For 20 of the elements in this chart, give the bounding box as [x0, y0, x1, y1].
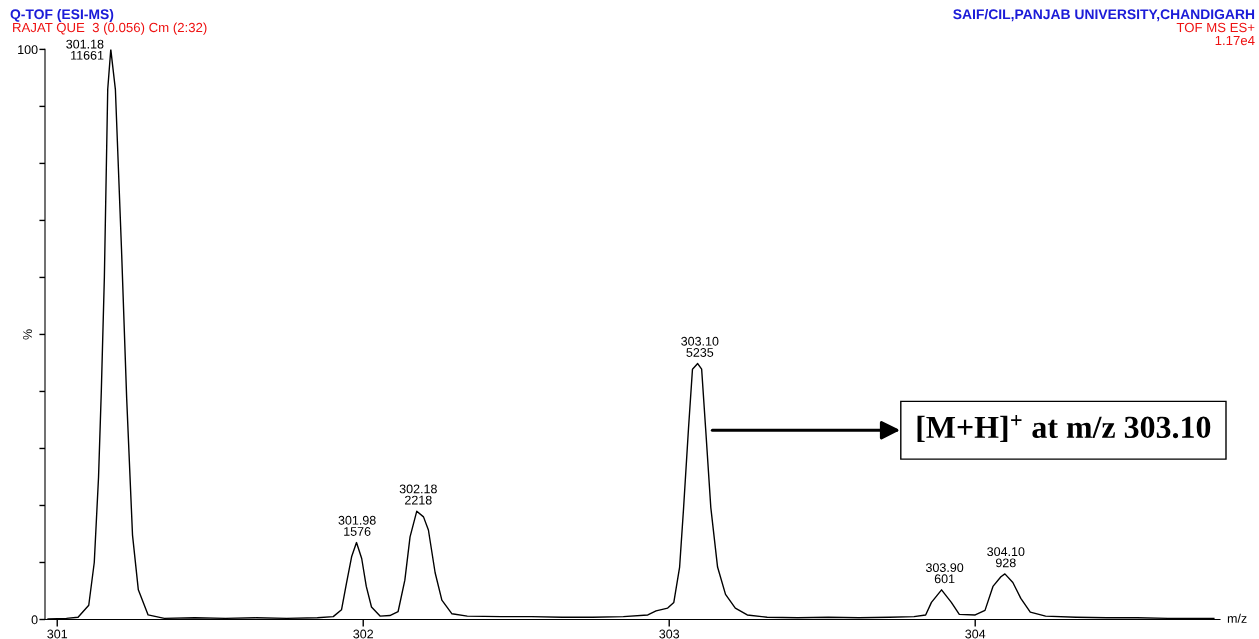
annotation: 304.10 928 — [987, 547, 1025, 568]
annotation: 303.90 601 — [925, 563, 964, 584]
annotation: 303.10 5235 — [681, 336, 719, 357]
y-tick-label: 0 — [31, 615, 38, 625]
annotation: 301.98 1576 — [338, 515, 376, 536]
annotation: [M+H]$^{+}$ at m/z 303.10 — [917, 414, 1211, 443]
x-axis-title: m/z — [1227, 613, 1247, 623]
chart-title: Q-TOF (ESI-MS) — [10, 8, 114, 22]
x-tick-label: 303 — [659, 629, 680, 639]
chart-subtitle: RAJAT QUE 3 (0.056) Cm (2:32) — [13, 22, 207, 35]
y-tick-label: 100 — [18, 45, 38, 55]
text: SAIF/CIL,PANJAB UNIVERSITY,CHANDIGARH — [953, 8, 1255, 22]
text: 1.17e4 — [1215, 35, 1255, 46]
x-tick-label: 304 — [965, 629, 986, 639]
text: TOF MS ES+ — [1176, 22, 1255, 33]
annotation: 302.18 2218 — [399, 484, 437, 505]
x-tick-label: 301 — [47, 629, 68, 639]
annotation: 301.18 11661 — [66, 39, 104, 60]
y-axis-title: % — [23, 329, 32, 340]
x-tick-label: 302 — [353, 629, 374, 639]
